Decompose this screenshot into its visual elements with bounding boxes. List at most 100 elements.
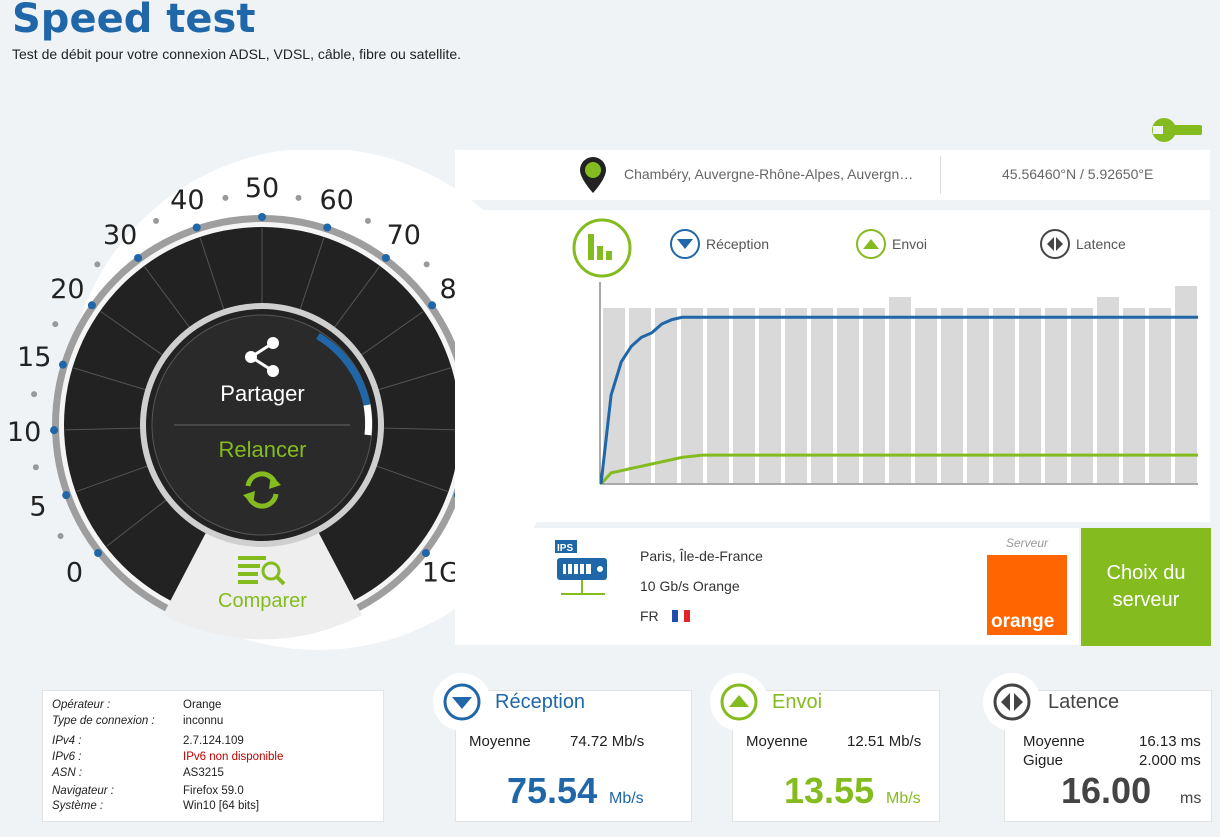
gauge-dot <box>295 194 302 201</box>
choose-server-button[interactable]: Choix du serveur <box>1081 528 1211 646</box>
page-subtitle: Test de débit pour votre connexion ADSL,… <box>12 46 462 62</box>
restart-label: Relancer <box>218 437 307 462</box>
svg-text:IPS: IPS <box>557 543 573 554</box>
latency-bar <box>993 308 1015 483</box>
latency-bar <box>681 308 703 483</box>
server-icon: IPS <box>555 540 607 595</box>
chart-icon[interactable] <box>572 218 632 278</box>
upload-icon <box>856 229 886 259</box>
info-row-connection-type: Type de connexion : inconnu <box>52 715 372 729</box>
compare-button[interactable]: Comparer <box>195 550 330 615</box>
latency-bar <box>915 308 937 483</box>
latency-bar <box>1149 308 1171 483</box>
latency-bar <box>967 308 989 483</box>
server-label: Serveur <box>1006 536 1049 550</box>
gauge-dot <box>32 464 39 471</box>
upload-series-line <box>599 453 1198 486</box>
info-value: AS3215 <box>183 767 224 779</box>
server-panel <box>455 528 1079 645</box>
upload-icon <box>720 683 758 721</box>
latency-bar <box>1175 286 1197 483</box>
info-row-system: Système : Win10 [64 bits] <box>52 800 372 814</box>
latency-bar <box>811 308 833 483</box>
gauge-tick-label: 50 <box>245 173 279 204</box>
gauge-tick-marker <box>421 549 430 558</box>
gauge-tick-label: 60 <box>319 185 353 216</box>
legend-upload[interactable]: Envoi <box>856 229 927 259</box>
gauge-tick-label: 40 <box>170 185 204 216</box>
gauge-tick-label: 15 <box>17 342 51 373</box>
legend-download-label: Réception <box>706 236 770 252</box>
latency-bar <box>1045 308 1067 483</box>
orange-logo-text: orange <box>991 611 1055 632</box>
info-value: inconnu <box>183 715 224 727</box>
gauge-tick-marker <box>94 549 103 558</box>
info-row-operator: Opérateur : Orange <box>52 699 372 713</box>
france-flag-icon <box>672 610 690 622</box>
latency-bar <box>1071 308 1093 483</box>
latency-bar <box>941 308 963 483</box>
page-title: Speed test <box>12 0 256 42</box>
latency-bar <box>733 308 755 483</box>
gauge-tick-label: 0 <box>66 558 83 589</box>
latency-bar <box>603 308 625 483</box>
location-pin-icon <box>580 157 606 193</box>
info-label: IPv6 : <box>52 751 82 763</box>
gauge-tick-marker <box>258 213 266 221</box>
gauge-divider <box>330 266 380 333</box>
info-value: Win10 [64 bits] <box>183 800 260 812</box>
latency-bar <box>863 308 885 483</box>
speed-gauge: 05101520304050607080901005001Gb <box>7 150 560 650</box>
download-avg-value: 74.72 Mb/s <box>570 733 645 750</box>
latency-bar <box>1097 297 1119 483</box>
latency-card-title: Latence <box>1048 691 1120 713</box>
upload-card-title: Envoi <box>772 691 823 713</box>
compare-label: Comparer <box>218 590 307 612</box>
latency-avg-value: 16.13 ms <box>1139 733 1201 750</box>
gauge-divider <box>297 237 325 316</box>
gauge-divider <box>199 237 227 316</box>
download-result-card <box>455 690 692 822</box>
legend-latency[interactable]: Latence <box>1040 229 1126 259</box>
latency-bar <box>1019 308 1041 483</box>
download-card-icon-wrap <box>433 673 491 731</box>
gauge-tick-marker <box>87 301 96 310</box>
latency-jitter-label: Gigue <box>1023 752 1064 769</box>
info-label: Navigateur : <box>52 785 115 797</box>
upload-unit: Mb/s <box>886 790 921 807</box>
share-button[interactable]: Partager <box>200 335 325 410</box>
server-location: Paris, Île-de-France <box>640 548 763 564</box>
gauge-dot <box>31 391 38 398</box>
info-label: IPv4 : <box>52 735 82 747</box>
location-bar <box>455 150 1210 200</box>
restart-button[interactable]: Relancer <box>200 437 325 517</box>
download-series-line <box>599 315 1198 485</box>
gauge-dot <box>423 261 430 268</box>
info-value: Firefox 59.0 <box>183 785 244 797</box>
compare-icon <box>238 556 286 586</box>
gauge-tick-marker <box>323 223 332 232</box>
download-card-title: Réception <box>495 691 586 713</box>
latency-bar <box>707 308 729 483</box>
wrench-icon[interactable] <box>1150 116 1204 144</box>
download-icon <box>443 683 481 721</box>
info-label: Type de connexion : <box>52 715 155 727</box>
upload-avg-label: Moyenne <box>746 733 808 750</box>
location-text: Chambéry, Auvergne-Rhône-Alpes, Auvergn… <box>624 166 914 182</box>
download-value: 75.54 <box>507 770 598 811</box>
gauge-dot <box>52 321 59 328</box>
gauge-tick-label: 30 <box>103 220 137 251</box>
gauge-tick-label: 20 <box>50 274 84 305</box>
gauge-dot <box>153 217 160 224</box>
latency-avg-label: Moyenne <box>1023 733 1085 750</box>
latency-bar <box>759 308 781 483</box>
info-label: ASN : <box>52 767 83 779</box>
info-value: Orange <box>183 699 222 711</box>
info-value: 2.7.124.109 <box>183 735 244 747</box>
legend-download[interactable]: Réception <box>670 229 769 259</box>
gauge-divider <box>355 311 424 360</box>
choose-server-label-1: Choix du <box>1106 562 1186 584</box>
info-label: Système : <box>52 800 104 812</box>
speed-chart <box>599 282 1198 486</box>
gauge-divider <box>371 367 451 393</box>
